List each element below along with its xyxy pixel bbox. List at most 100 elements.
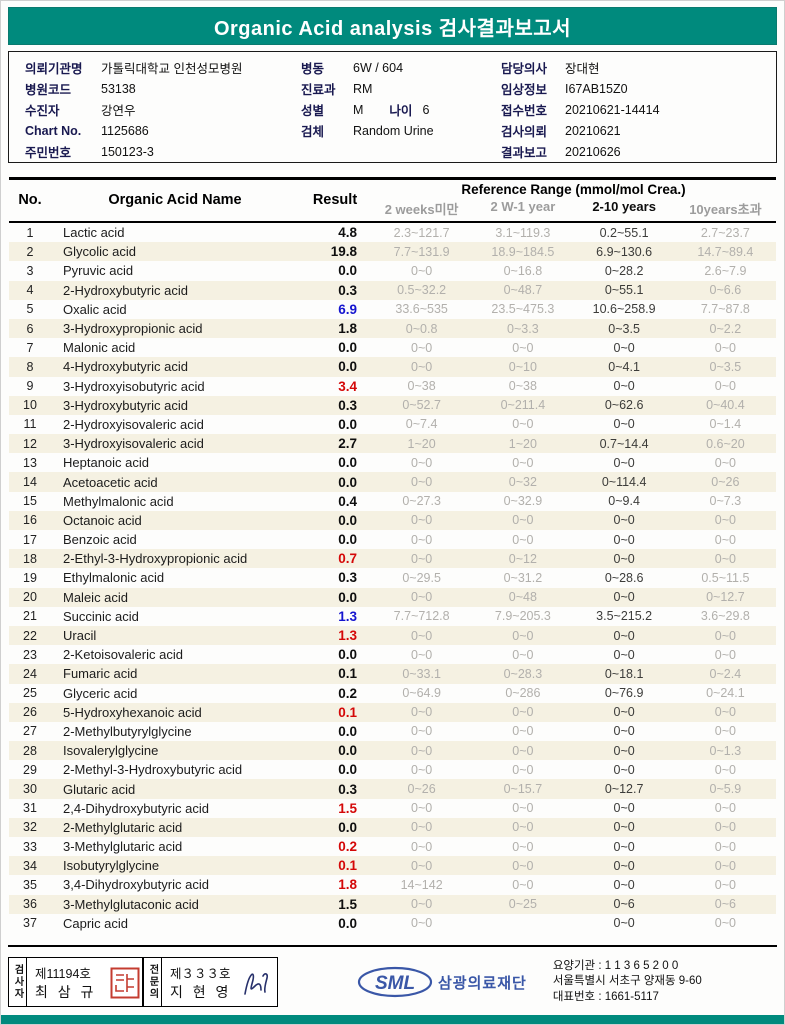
cell-result-value: 0.1	[338, 858, 357, 874]
info-label: 검체	[301, 125, 325, 139]
info-value: I67AB15Z0	[565, 81, 628, 96]
info-label: 접수번호	[501, 104, 548, 118]
cell-acid-name: Maleic acid	[63, 589, 129, 605]
cell-reference-range: 0~0	[714, 858, 736, 873]
cell-acid-name: 3-Methylglutaric acid	[63, 839, 183, 855]
cell-result-value: 0.7	[338, 551, 357, 567]
table-row: 26 5-Hydroxyhexanoic acid 0.1 0~0 0~0 0~0 0~0	[9, 702, 776, 722]
table-row: 33 3-Methylglutaric acid 0.2 0~0 0~0 0~0 0~0	[9, 837, 776, 856]
info-label: 주민번호	[25, 146, 72, 160]
table-row: 7 Malonic acid 0.0 0~0 0~0 0~0 0~0	[9, 338, 776, 357]
organization-logo-block: SML 삼광의료재단	[356, 964, 527, 1000]
cell-reference-range: 3.6~29.8	[700, 609, 750, 624]
cell-row-number: 3	[26, 263, 34, 278]
info-label: 병원코드	[25, 83, 72, 97]
cell-reference-range: 0~0	[714, 455, 736, 470]
cell-reference-range: 14~142	[400, 877, 443, 892]
cell-acid-name: Benzoic acid	[63, 532, 137, 548]
cell-result-value: 6.9	[338, 301, 357, 317]
cell-reference-range: 0~25	[508, 897, 537, 912]
cell-result-value: 0.3	[338, 570, 357, 586]
subheader-over-10years: 10years초과	[689, 202, 762, 217]
cell-reference-range: 0~32	[508, 475, 537, 490]
cell-reference-range: 0~28.2	[604, 263, 644, 278]
cell-reference-range: 0~32.9	[503, 494, 543, 509]
cell-reference-range: 0.6~20	[706, 436, 745, 451]
cell-reference-range: 6.9~130.6	[596, 244, 653, 259]
cell-reference-range: 0~0	[613, 417, 635, 432]
signature-icon	[244, 973, 268, 995]
info-row: Chart No. 1125686	[9, 120, 301, 141]
table-row: 34 Isobutyrylglycine 0.1 0~0 0~0 0~0 0~0	[9, 856, 776, 876]
cell-reference-range: 0~0	[411, 762, 433, 777]
info-label: 결과보고	[501, 146, 548, 160]
cell-reference-range: 0~0	[411, 513, 433, 528]
cell-reference-range: 0~12	[508, 551, 537, 566]
cell-reference-range: 2.6~7.9	[704, 263, 747, 278]
cell-reference-range: 0~0	[512, 340, 534, 355]
info-label: 병동	[301, 62, 325, 76]
info-value: 1125686	[101, 123, 149, 138]
cell-result-value: 0.0	[338, 340, 357, 356]
cell-acid-name: Acetoacetic acid	[63, 474, 158, 490]
table-row: 28 Isovalerylglycine 0.0 0~0 0~0 0~0 0~1.3	[9, 741, 776, 761]
cell-reference-range: 0~0	[411, 263, 433, 278]
table-row: 27 2-Methylbutyrylglycine 0.0 0~0 0~0 0~0 0~0	[9, 722, 776, 741]
cell-reference-range: 18.9~184.5	[491, 244, 555, 259]
cell-reference-range: 0~0	[512, 647, 534, 662]
cell-acid-name: 3,4-Dihydroxybutyric acid	[63, 877, 209, 893]
cell-acid-name: 2-Ethyl-3-Hydroxypropionic acid	[63, 551, 248, 567]
table-row: 35 3,4-Dihydroxybutyric acid 1.8 14~142 0~0 0…	[9, 875, 776, 894]
table-row: 4 2-Hydroxybutyric acid 0.3 0.5~32.2 0~48.7 0…	[9, 280, 776, 300]
cell-result-value: 0.0	[338, 589, 357, 605]
cell-reference-range: 2.3~121.7	[393, 225, 450, 240]
cell-reference-range: 0~0	[411, 724, 433, 739]
cell-result-value: 0.0	[338, 416, 357, 432]
cell-reference-range: 0~1.4	[709, 417, 742, 432]
cell-acid-name: Glycolic acid	[63, 244, 136, 260]
info-row: 의뢰기관명 가톨릭대학교 인천성모병원	[9, 57, 301, 78]
cell-reference-range: 2.7~23.7	[700, 225, 750, 240]
cell-result-value: 0.3	[338, 781, 357, 797]
specialist-cert-box: 제３３３호 지 현 영	[162, 957, 278, 1007]
cell-acid-name: Heptanoic acid	[63, 455, 149, 471]
cell-row-number: 31	[23, 801, 37, 816]
bottom-teal-strip	[1, 1015, 784, 1024]
contact-line-phone: 대표번호 : 1661-5117	[552, 990, 659, 1003]
table-row: 6 3-Hydroxypropionic acid 1.8 0~0.8 0~3.3 0~3…	[9, 318, 776, 339]
cell-row-number: 19	[23, 570, 37, 585]
cell-row-number: 12	[23, 436, 37, 451]
table-row: 1 Lactic acid 4.8 2.3~121.7 3.1~119.3 0.2~55.…	[9, 223, 776, 242]
examiner-seal-icon	[110, 967, 140, 999]
cell-acid-name: Succinic acid	[63, 608, 139, 624]
cell-result-value: 0.2	[338, 839, 357, 855]
info-row: 진료과 RM	[301, 78, 501, 99]
cell-reference-range: 0~0	[411, 340, 433, 355]
cell-reference-range: 0~9.4	[608, 494, 640, 509]
cell-result-value: 0.4	[338, 493, 357, 509]
info-row: 검체 Random Urine	[301, 120, 501, 141]
cell-reference-range: 3.5~215.2	[596, 609, 653, 624]
cell-reference-range: 0~0	[411, 705, 433, 720]
cell-reference-range: 0~0	[714, 916, 736, 931]
table-row: 2 Glycolic acid 19.8 7.7~131.9 18.9~184.5 6.9…	[9, 242, 776, 262]
cell-reference-range: 0~0	[714, 340, 736, 355]
contact-line-institution-code: 요양기관 : 1 1 3 6 5 2 0 0	[552, 959, 679, 972]
cell-row-number: 30	[23, 782, 37, 797]
cell-acid-name: 2-Methylglutaric acid	[63, 819, 183, 835]
cell-reference-range: 7.7~712.8	[393, 609, 450, 624]
info-value: Random Urine	[353, 123, 434, 138]
cell-reference-range: 0~52.7	[402, 398, 441, 413]
cell-reference-range: 0~0	[512, 839, 534, 854]
info-row: 성별 M 나이 6	[301, 99, 501, 120]
cell-result-value: 0.0	[338, 359, 357, 375]
cell-reference-range: 0.7~14.4	[599, 436, 649, 451]
subheader-2-10years: 2-10 years	[592, 199, 656, 214]
cell-acid-name: 4-Hydroxybutyric acid	[63, 359, 188, 375]
cell-reference-range: 0~0	[613, 379, 635, 394]
table-row: 23 2-Ketoisovaleric acid 0.0 0~0 0~0 0~0 0~0	[9, 645, 776, 664]
cell-reference-range: 0~48	[508, 590, 537, 605]
patient-info-col-right: 담당의사 장대현 임상정보 I67AB15Z0 접수번호 20210621-14414 검사…	[501, 57, 776, 162]
table-row: 19 Ethylmalonic acid 0.3 0~29.5 0~31.2 0~28.6…	[9, 568, 776, 587]
